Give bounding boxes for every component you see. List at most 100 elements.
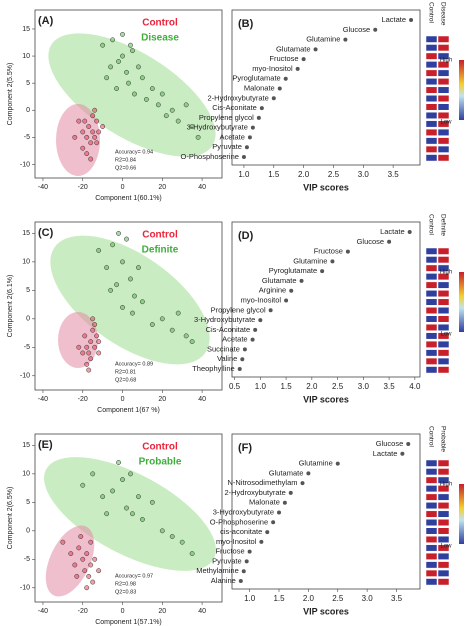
point bbox=[88, 339, 94, 345]
vip-point bbox=[299, 278, 304, 283]
metabolite-label: Theophylline bbox=[192, 364, 235, 373]
y-tick-label: 0 bbox=[26, 107, 30, 114]
metabolite-label: Glucose bbox=[357, 237, 385, 246]
point bbox=[100, 124, 106, 129]
heatmap-column-label: Disease bbox=[439, 2, 446, 26]
y-tick-label: -10 bbox=[20, 373, 30, 380]
heatmap-cell bbox=[437, 95, 450, 103]
y-tick-label: 5 bbox=[26, 499, 30, 506]
vip-point bbox=[343, 37, 348, 42]
metabolite-label: Propylene glycol bbox=[211, 305, 266, 314]
plot-frame bbox=[34, 9, 223, 179]
point bbox=[135, 64, 141, 70]
x-tick-label: -40 bbox=[38, 396, 48, 403]
x-tick-label: 2.0 bbox=[298, 170, 310, 179]
heatmap-cell bbox=[437, 120, 450, 128]
plot-frame bbox=[34, 433, 223, 603]
point bbox=[128, 276, 133, 282]
heatmap-cell bbox=[425, 332, 438, 340]
x-tick-label: 1.0 bbox=[244, 594, 256, 603]
y-tick-label: 5 bbox=[26, 287, 30, 294]
heatmap-cell bbox=[425, 476, 438, 484]
x-tick-label: 40 bbox=[198, 184, 206, 191]
heatmap-cell bbox=[437, 578, 450, 586]
heatmap-cell bbox=[437, 111, 450, 119]
x-tick-label: 0.5 bbox=[229, 382, 241, 391]
heatmap-cell bbox=[425, 273, 438, 281]
heatmap-cell bbox=[437, 315, 450, 323]
metabolite-label: myo-Inositol bbox=[252, 64, 293, 73]
point bbox=[88, 156, 94, 162]
x-axis-label: Component 1(67 %) bbox=[97, 407, 160, 414]
heatmap-cell bbox=[425, 137, 438, 145]
heatmap-cell bbox=[437, 154, 450, 162]
point bbox=[114, 86, 120, 92]
metabolite-label: Pyroglutamate bbox=[269, 266, 317, 275]
heatmap-cell bbox=[425, 111, 438, 119]
point bbox=[104, 75, 110, 81]
point bbox=[100, 42, 106, 48]
point bbox=[86, 124, 92, 129]
point bbox=[84, 551, 90, 557]
vip-point bbox=[288, 490, 293, 495]
heatmap-cell bbox=[437, 519, 450, 527]
heatmap-cell bbox=[437, 561, 450, 569]
heatmap-cell bbox=[437, 323, 450, 331]
heatmap-cell bbox=[437, 502, 450, 510]
point bbox=[110, 37, 116, 43]
point bbox=[139, 516, 145, 522]
panel-label: (F) bbox=[238, 442, 252, 454]
heatmap-cell bbox=[425, 128, 438, 136]
point bbox=[88, 539, 94, 545]
heatmap-cell bbox=[437, 527, 450, 535]
heatmap-cell bbox=[425, 502, 438, 510]
point bbox=[86, 367, 92, 373]
y-tick-label: -5 bbox=[24, 556, 30, 563]
x-axis-label: Component 1(57.1%) bbox=[95, 619, 162, 626]
x-tick-label: 40 bbox=[198, 396, 206, 403]
point bbox=[96, 129, 102, 135]
heatmap-cell bbox=[425, 44, 438, 52]
heatmap-cell bbox=[437, 86, 450, 94]
heatmap-cell bbox=[437, 35, 450, 43]
heatmap-cell bbox=[425, 145, 438, 153]
point bbox=[80, 482, 86, 488]
metabolite-label: Lactate bbox=[380, 227, 405, 236]
point bbox=[82, 118, 88, 124]
plot-frame bbox=[34, 221, 223, 391]
colorbar bbox=[459, 272, 464, 332]
point bbox=[183, 333, 189, 339]
point bbox=[124, 69, 129, 75]
point bbox=[132, 91, 137, 97]
metabolite-label: 3-Hydroxybutyrate bbox=[187, 123, 248, 132]
heatmap-column-label: Control bbox=[427, 426, 434, 448]
heatmap-column-label: Control bbox=[427, 2, 434, 24]
point bbox=[124, 505, 129, 511]
confidence-ellipse bbox=[58, 312, 98, 368]
x-tick-label: -20 bbox=[78, 396, 88, 403]
y-tick-label: 10 bbox=[22, 471, 30, 478]
point bbox=[90, 471, 96, 477]
point bbox=[88, 356, 94, 362]
heatmap-cell bbox=[425, 357, 438, 365]
metabolite-label: Propylene glycol bbox=[199, 113, 254, 122]
y-tick-label: 10 bbox=[22, 53, 30, 60]
x-tick-label: 2.0 bbox=[306, 382, 318, 391]
annotation: Accuracy= 0.94 bbox=[115, 149, 153, 155]
x-axis-label: VIP scores bbox=[303, 182, 349, 192]
heatmap-cell bbox=[437, 459, 450, 467]
metabolite-label: 2-Hydroxybutyrate bbox=[207, 93, 268, 102]
metabolite-label: cis-aconitate bbox=[220, 527, 262, 536]
confidence-ellipse bbox=[45, 525, 95, 597]
confidence-ellipse bbox=[48, 33, 216, 157]
heatmap-cell bbox=[437, 247, 450, 255]
x-tick-label: 4.0 bbox=[409, 382, 421, 391]
annotation: Q2=0.83 bbox=[115, 589, 136, 595]
point bbox=[84, 585, 90, 591]
metabolite-label: Lactate bbox=[373, 449, 398, 458]
x-tick-label: -40 bbox=[38, 608, 48, 615]
heatmap-cell bbox=[425, 340, 438, 348]
y-tick-label: 15 bbox=[22, 230, 30, 237]
heatmap-cell bbox=[425, 86, 438, 94]
heatmap-cell bbox=[425, 315, 438, 323]
